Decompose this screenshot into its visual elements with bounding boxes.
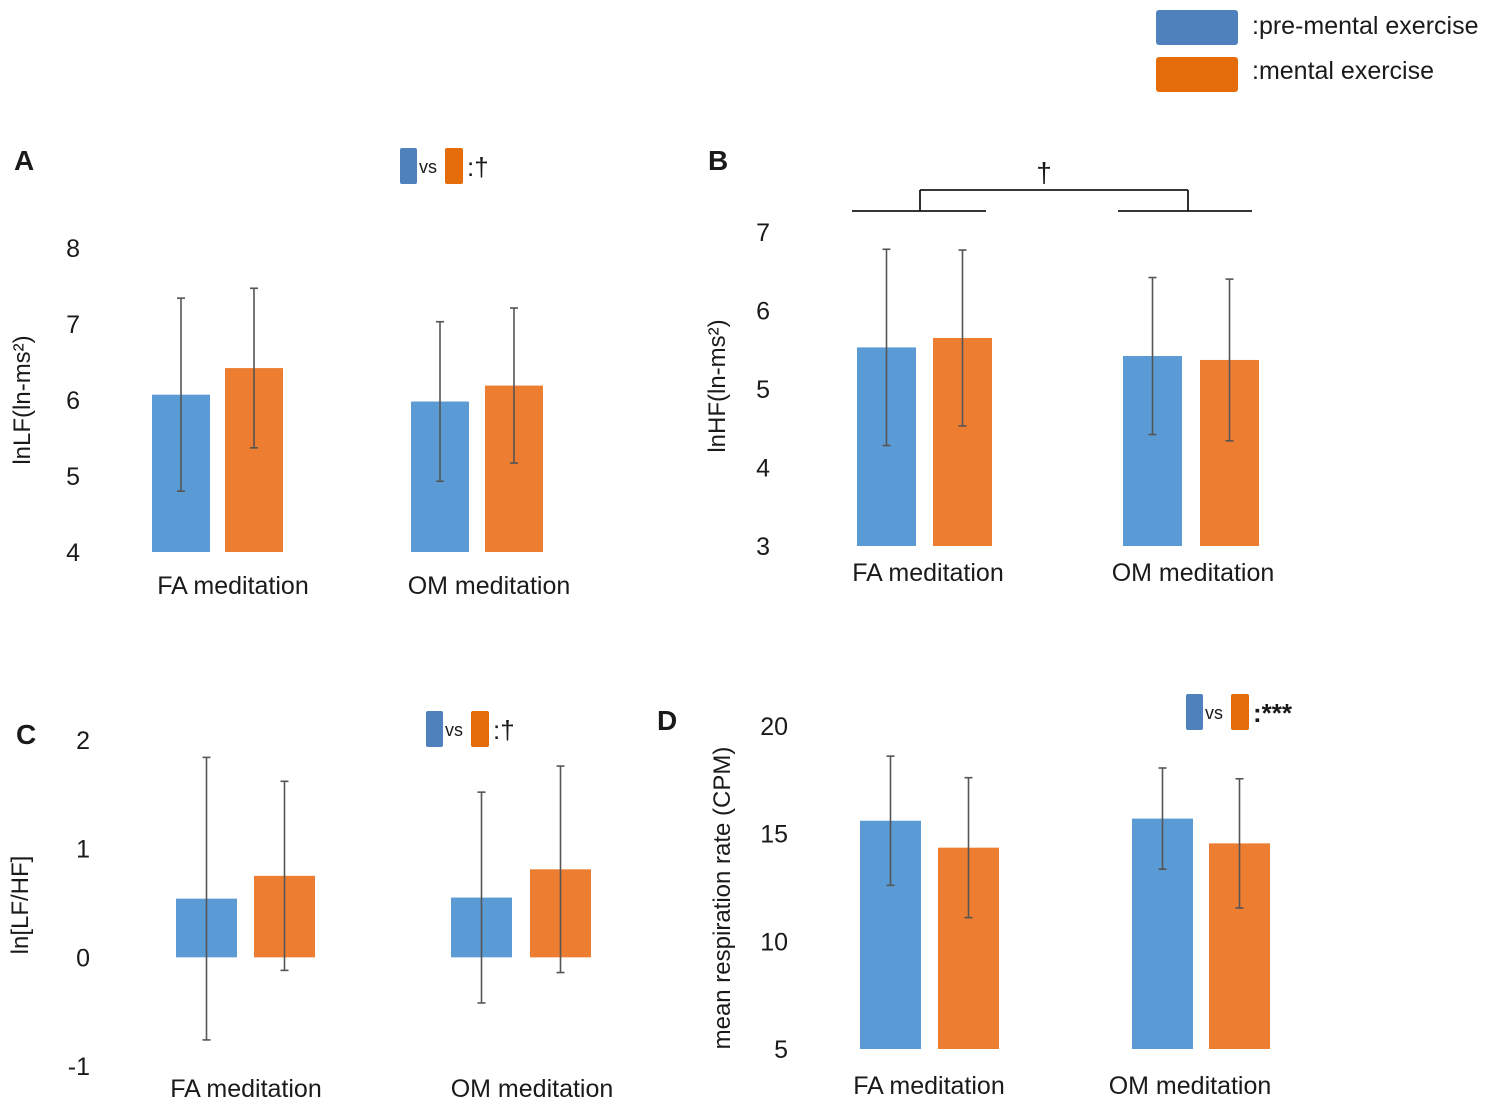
y-tick-label: 5 bbox=[756, 376, 770, 404]
annotation-swatch-pre bbox=[400, 148, 417, 184]
annotation-swatch-ment bbox=[445, 148, 463, 184]
panel-b: 3 4 5 6 7 lnHF(ln-ms²) FA meditation OM meditat… bbox=[704, 157, 1274, 587]
panel-letter-a: A bbox=[14, 145, 34, 176]
y-tick-label: 4 bbox=[66, 539, 80, 567]
annotation-significance: :*** bbox=[1253, 698, 1293, 728]
panel-letter-b: B bbox=[708, 145, 728, 176]
y-tick-label: 3 bbox=[756, 533, 770, 561]
y-tick-label: 5 bbox=[774, 1036, 788, 1064]
y-tick-label: 5 bbox=[66, 463, 80, 491]
y-tick-label: 0 bbox=[76, 944, 90, 972]
annotation-swatch-ment bbox=[471, 711, 489, 747]
y-axis-label: lnHF(ln-ms²) bbox=[704, 319, 731, 452]
category-label: OM meditation bbox=[1109, 1072, 1272, 1100]
annotation-vs: vs bbox=[445, 720, 463, 740]
y-tick-label: -1 bbox=[68, 1053, 90, 1081]
y-axis-label: mean respiration rate (CPM) bbox=[709, 747, 736, 1050]
panel-c: -1 0 1 2 ln[LF/HF] FA meditation OM meditation… bbox=[7, 711, 613, 1103]
category-label: OM meditation bbox=[408, 572, 571, 600]
y-tick-label: 2 bbox=[76, 727, 90, 755]
y-axis-label: ln[LF/HF] bbox=[7, 856, 34, 955]
category-label: FA meditation bbox=[170, 1075, 321, 1103]
y-tick-label: 10 bbox=[760, 928, 788, 956]
annotation-vs: vs bbox=[1205, 703, 1223, 723]
panel-d: 5 10 15 20 mean respiration rate (CPM) FA med… bbox=[709, 694, 1293, 1100]
legend: :pre-mental exercise :mental exercise bbox=[1156, 10, 1478, 92]
legend-label-ment: :mental exercise bbox=[1252, 57, 1434, 85]
panel-a: 4 5 6 7 8 lnLF(ln-ms²) FA meditation OM meditat… bbox=[9, 148, 570, 600]
category-label: OM meditation bbox=[451, 1075, 614, 1103]
y-tick-label: 15 bbox=[760, 821, 788, 849]
panel-letter-d: D bbox=[657, 705, 677, 736]
annotation-vs: vs bbox=[419, 157, 437, 177]
legend-swatch-pre bbox=[1156, 10, 1238, 45]
y-tick-label: 8 bbox=[66, 235, 80, 263]
y-tick-label: 7 bbox=[66, 311, 80, 339]
annotation-swatch-ment bbox=[1231, 694, 1249, 730]
y-tick-label: 6 bbox=[756, 298, 770, 326]
y-tick-label: 6 bbox=[66, 387, 80, 415]
bracket-significance: † bbox=[1036, 157, 1052, 188]
category-label: FA meditation bbox=[852, 559, 1003, 587]
annotation-swatch-pre bbox=[426, 711, 443, 747]
annotation-significance: :† bbox=[493, 715, 515, 745]
panel-letter-c: C bbox=[16, 719, 36, 750]
y-tick-label: 1 bbox=[76, 836, 90, 864]
y-axis-label: lnLF(ln-ms²) bbox=[9, 335, 36, 464]
category-label: FA meditation bbox=[853, 1072, 1004, 1100]
annotation-swatch-pre bbox=[1186, 694, 1203, 730]
annotation-significance: :† bbox=[467, 152, 489, 182]
category-label: FA meditation bbox=[157, 572, 308, 600]
y-tick-label: 20 bbox=[760, 713, 788, 741]
category-label: OM meditation bbox=[1112, 559, 1275, 587]
legend-label-pre: :pre-mental exercise bbox=[1252, 12, 1478, 40]
y-tick-label: 7 bbox=[756, 219, 770, 247]
y-tick-label: 4 bbox=[756, 455, 770, 483]
legend-swatch-ment bbox=[1156, 57, 1238, 92]
